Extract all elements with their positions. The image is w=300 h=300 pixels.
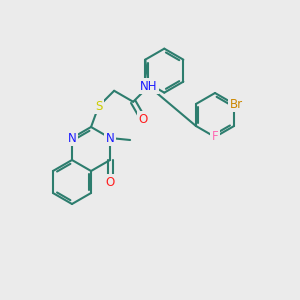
- Text: N: N: [68, 131, 76, 145]
- Text: O: O: [106, 176, 115, 188]
- Text: S: S: [95, 100, 102, 113]
- Text: O: O: [139, 112, 148, 126]
- Text: N: N: [106, 131, 115, 145]
- Text: Br: Br: [230, 98, 243, 110]
- Text: NH: NH: [140, 80, 158, 93]
- Text: F: F: [212, 130, 218, 143]
